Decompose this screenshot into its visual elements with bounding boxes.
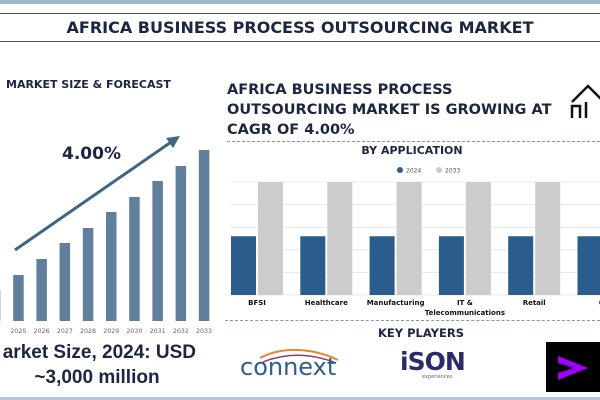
- legend-label-2033: 2033: [445, 168, 460, 175]
- forecast-year-label: 2032: [173, 328, 189, 335]
- legend-swatch-2024: [397, 167, 403, 173]
- forecast-year-label: 2026: [34, 328, 50, 335]
- application-chart: BY APPLICATION 2024 2033 BFSI Healthcare M…: [230, 144, 600, 317]
- divider: [225, 320, 600, 321]
- forecast-bar-2033: [198, 150, 210, 321]
- forecast-bar-2030: [129, 197, 140, 321]
- bar-2024-healthcare: [300, 236, 326, 295]
- category-label: Manufacturing: [367, 299, 425, 307]
- cagr-headline: AFRICA BUSINESS PROCESS OUTSOURCING MARK…: [227, 82, 552, 138]
- category-label: IT & Telecommunications: [425, 299, 505, 317]
- ison-wordmark: iSON: [400, 347, 466, 376]
- house-icon: [570, 84, 600, 118]
- legend-swatch-2033: [436, 167, 442, 173]
- category-label: Healthcare: [305, 299, 348, 307]
- logo-connext: connext: [238, 344, 348, 381]
- ison-subtitle: experiences: [422, 374, 453, 380]
- key-players-title: KEY PLAYERS: [378, 326, 464, 340]
- logo-accenture: [546, 342, 600, 392]
- bar-2033-healthcare: [327, 182, 353, 295]
- bar-2033-manufacturing: [396, 182, 422, 295]
- forecast-year-label: 2029: [103, 328, 119, 335]
- bar-2024-manufacturing: [369, 236, 395, 295]
- market-size-line2: ~3,000 million: [34, 367, 160, 388]
- forecast-year-label: 2030: [126, 328, 142, 335]
- top-band: [0, 0, 600, 4]
- forecast-bar-2029: [106, 212, 117, 321]
- market-size-line1: arket Size, 2024: USD: [2, 342, 196, 363]
- page-title: AFRICA BUSINESS PROCESS OUTSOURCING MARK…: [0, 13, 600, 42]
- bar-2033-bfsi: [258, 182, 283, 295]
- market-size-title: MARKET SIZE & FORECAST: [6, 78, 171, 91]
- category-label: Retail: [523, 299, 546, 307]
- forecast-chart: 24202520262027202820292030203120322033 4…: [0, 136, 212, 335]
- bar-2024-it-telecommunications: [438, 236, 464, 295]
- bar-2024-bfsi: [231, 236, 256, 295]
- forecast-year-label: 2027: [57, 328, 73, 335]
- logo-ison: iSON experiences: [400, 349, 472, 385]
- category-label: Ot: [599, 299, 600, 307]
- bar-2024-retail: [508, 236, 534, 295]
- forecast-bar-2028: [82, 228, 94, 321]
- forecast-bar-2025: [13, 275, 24, 321]
- forecast-year-label: 2025: [10, 328, 26, 335]
- forecast-bar-2031: [152, 181, 163, 321]
- legend-label-2024: 2024: [406, 168, 421, 175]
- bar-2033-retail: [535, 182, 561, 295]
- growth-label: 4.00%: [62, 144, 121, 164]
- forecast-bar-2027: [59, 243, 71, 321]
- forecast-year-label: 2028: [80, 328, 96, 335]
- forecast-year-label: 2031: [150, 328, 166, 335]
- application-chart-title: BY APPLICATION: [361, 144, 462, 157]
- bar-2033-it-telecommunications: [465, 182, 491, 295]
- forecast-bar-2032: [175, 166, 187, 321]
- divider: [227, 141, 600, 142]
- forecast-bar-2026: [36, 259, 47, 321]
- legend: 2024 2033: [397, 167, 460, 175]
- category-label: BFSI: [248, 299, 266, 307]
- bar-2024-ot: [577, 236, 600, 295]
- connext-wordmark: connext: [240, 353, 336, 380]
- growth-arrow: [14, 136, 180, 252]
- forecast-year-label: 2033: [196, 328, 212, 335]
- forecast-bar-24: [0, 290, 1, 321]
- bottom-band: [0, 397, 600, 400]
